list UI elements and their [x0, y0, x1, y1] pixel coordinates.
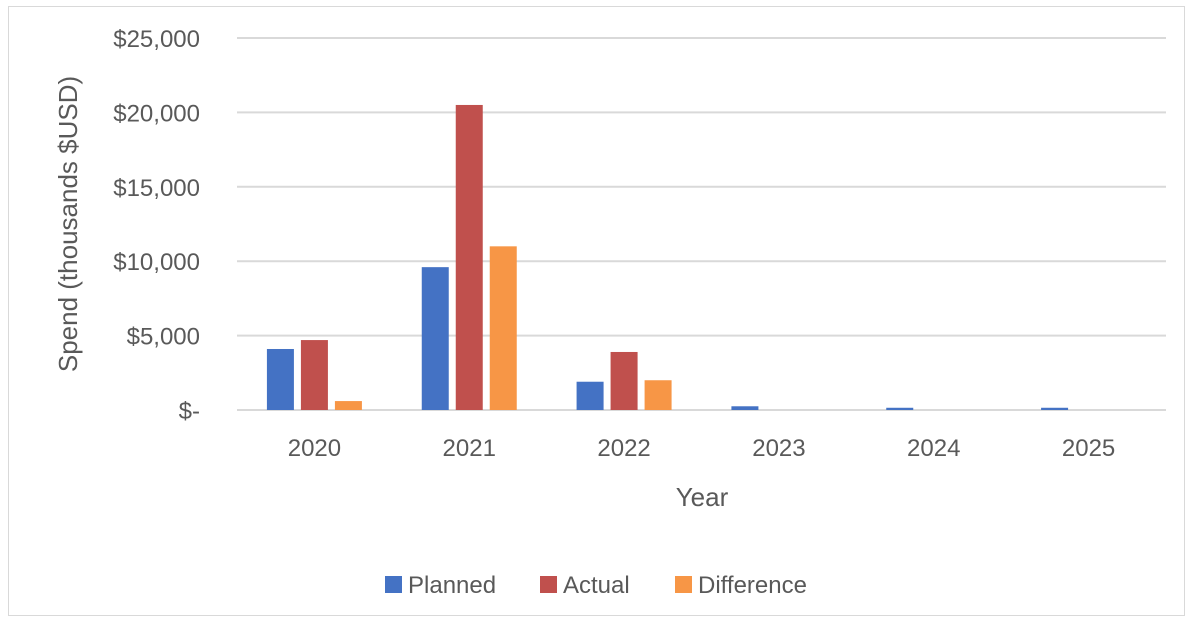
bar-difference-2021 — [489, 246, 517, 410]
legend-label-planned: Planned — [408, 572, 496, 599]
legend-label-difference: Difference — [698, 572, 807, 599]
x-tick-label: 2022 — [597, 435, 650, 462]
x-tick-label: 2025 — [1062, 435, 1115, 462]
bars — [266, 104, 1069, 411]
bar-planned-2024 — [886, 407, 914, 410]
bar-actual-2021 — [455, 104, 483, 411]
y-tick-label: $15,000 — [113, 175, 200, 202]
bar-difference-2020 — [334, 401, 362, 410]
legend: Planned Actual Difference — [385, 572, 807, 599]
y-axis-ticks: $- $5,000 $10,000 $15,000 $20,000 $25,000 — [113, 26, 200, 425]
y-tick-label: $25,000 — [113, 26, 200, 53]
bar-planned-2025 — [1041, 407, 1069, 410]
bar-planned-2022 — [576, 381, 604, 410]
bar-actual-2022 — [610, 351, 638, 410]
y-tick-label: $10,000 — [113, 249, 200, 276]
gridlines — [237, 37, 1166, 411]
x-axis-title: Year — [676, 482, 729, 512]
y-tick-label: $5,000 — [127, 324, 200, 351]
x-tick-label: 2024 — [907, 435, 960, 462]
y-tick-label: $- — [179, 398, 200, 425]
x-tick-label: 2023 — [752, 435, 805, 462]
bar-planned-2020 — [266, 348, 294, 410]
x-tick-label: 2020 — [288, 435, 341, 462]
bar-difference-2022 — [644, 380, 672, 410]
bar-planned-2021 — [421, 267, 449, 410]
legend-swatch-difference — [675, 576, 692, 593]
y-tick-label: $20,000 — [113, 100, 200, 127]
bar-planned-2023 — [731, 406, 759, 410]
y-axis-title: Spend (thousands $USD) — [53, 76, 83, 372]
x-tick-label: 2021 — [443, 435, 496, 462]
legend-swatch-planned — [385, 576, 402, 593]
x-axis-ticks: 2020 2021 2022 2023 2024 2025 — [288, 435, 1116, 462]
legend-label-actual: Actual — [563, 572, 630, 599]
chart-frame — [8, 6, 1185, 616]
bar-actual-2020 — [300, 340, 328, 410]
legend-swatch-actual — [540, 576, 557, 593]
